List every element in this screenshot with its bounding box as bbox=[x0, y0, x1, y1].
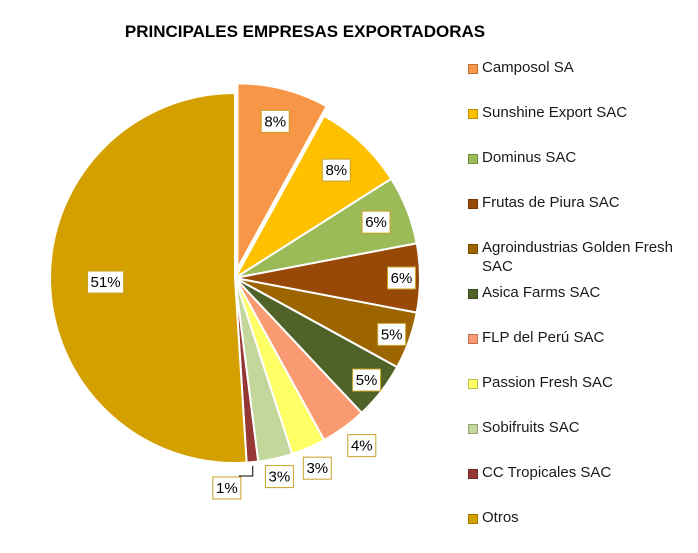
legend-swatch bbox=[468, 244, 478, 254]
svg-text:3%: 3% bbox=[306, 460, 328, 477]
pie-slice-1 bbox=[236, 82, 328, 269]
data-label: 8% bbox=[321, 158, 351, 182]
svg-text:51%: 51% bbox=[91, 274, 121, 291]
svg-text:5%: 5% bbox=[381, 326, 403, 343]
data-label: 51% bbox=[87, 270, 125, 294]
legend-swatch bbox=[468, 199, 478, 209]
data-label: 3% bbox=[302, 456, 332, 480]
leader-line bbox=[238, 465, 254, 477]
legend-label: Frutas de Piura SAC bbox=[482, 194, 620, 211]
legend-label: Sunshine Export SAC bbox=[482, 104, 628, 121]
data-label: 5% bbox=[352, 368, 382, 392]
legend-item: CC Tropicales SAC bbox=[468, 463, 693, 508]
data-label: 1% bbox=[212, 476, 242, 500]
legend-item: Asica Farms SAC bbox=[468, 283, 693, 328]
data-label: 5% bbox=[377, 322, 407, 346]
legend-item: Sobifruits SAC bbox=[468, 418, 693, 463]
legend-label: FLP del Perú SAC bbox=[482, 329, 605, 346]
legend-swatch bbox=[468, 469, 478, 479]
data-label: 8% bbox=[260, 109, 290, 133]
legend-item: Camposol SA bbox=[468, 58, 693, 103]
legend-label: Asica Farms SAC bbox=[482, 284, 601, 301]
pie-slice-11 bbox=[49, 91, 248, 464]
legend-label: Dominus SAC bbox=[482, 149, 577, 166]
legend-label: Sobifruits SAC bbox=[482, 419, 580, 436]
chart-title: PRINCIPALES EMPRESAS EXPORTADORAS bbox=[124, 22, 486, 41]
legend: Camposol SA Sunshine Export SAC Dominus SA… bbox=[468, 58, 693, 553]
legend-item: FLP del Perú SAC bbox=[468, 328, 693, 373]
legend-swatch bbox=[468, 379, 478, 389]
svg-text:8%: 8% bbox=[264, 113, 286, 130]
svg-text:4%: 4% bbox=[351, 438, 373, 455]
legend-item: Otros bbox=[468, 508, 693, 553]
legend-swatch bbox=[468, 334, 478, 344]
data-label: 6% bbox=[387, 266, 416, 290]
legend-swatch bbox=[468, 289, 478, 299]
legend-label: Otros bbox=[482, 509, 519, 526]
svg-text:3%: 3% bbox=[269, 469, 291, 486]
legend-item: Passion Fresh SAC bbox=[468, 373, 693, 418]
legend-item: Agroindustrias Golden Fresh SAC bbox=[468, 238, 693, 283]
svg-text:1%: 1% bbox=[216, 480, 238, 497]
legend-swatch bbox=[468, 64, 478, 74]
legend-swatch bbox=[468, 424, 478, 434]
pie-slice-2 bbox=[234, 114, 393, 279]
data-label: 6% bbox=[361, 210, 391, 234]
data-label: 3% bbox=[264, 465, 294, 489]
legend-swatch bbox=[468, 109, 478, 119]
svg-text:5%: 5% bbox=[356, 372, 378, 389]
legend-swatch bbox=[468, 154, 478, 164]
data-label: 4% bbox=[347, 434, 377, 458]
legend-label: CC Tropicales SAC bbox=[482, 464, 612, 481]
legend-swatch bbox=[468, 514, 478, 524]
svg-text:8%: 8% bbox=[325, 162, 347, 179]
legend-item: Frutas de Piura SAC bbox=[468, 193, 693, 238]
legend-label: Camposol SA bbox=[482, 59, 574, 76]
legend-label: Passion Fresh SAC bbox=[482, 374, 613, 391]
legend-label: Agroindustrias Golden Fresh SAC bbox=[482, 239, 673, 275]
legend-item: Sunshine Export SAC bbox=[468, 103, 693, 148]
svg-text:6%: 6% bbox=[365, 214, 387, 231]
svg-text:6%: 6% bbox=[391, 270, 413, 287]
legend-item: Dominus SAC bbox=[468, 148, 693, 193]
